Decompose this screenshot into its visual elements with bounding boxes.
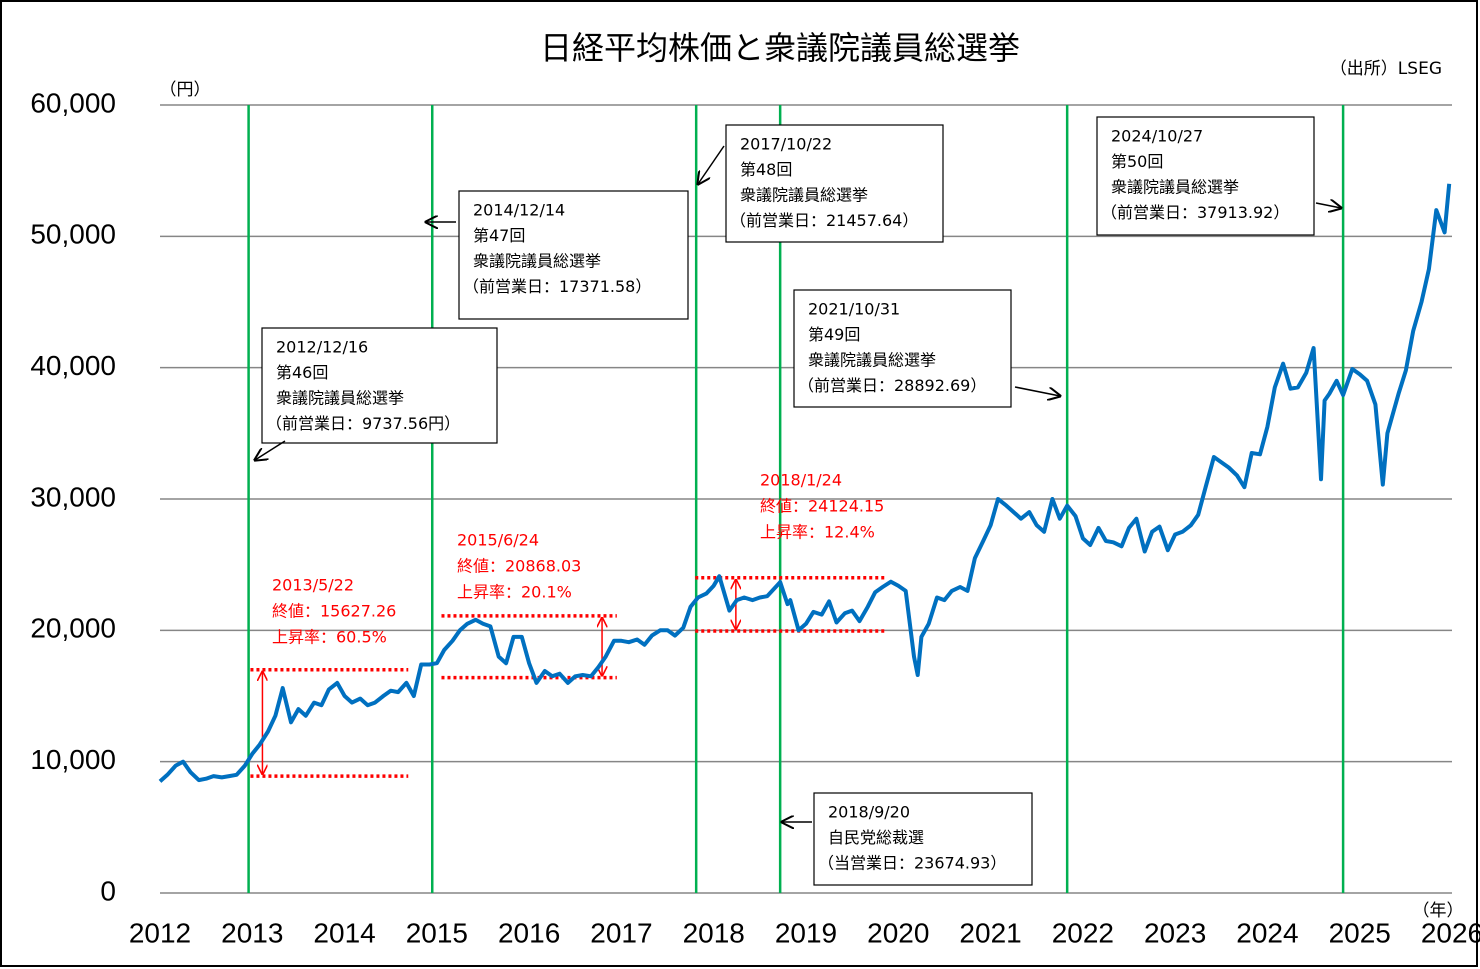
y-tick-label: 20,000 [30,613,116,644]
annotation-box [813,792,1033,886]
x-tick-label: 2016 [498,917,560,948]
x-tick-label: 2013 [221,917,283,948]
y-tick-label: 50,000 [30,219,116,250]
x-tick-label: 2025 [1329,917,1391,948]
x-tick-label: 2014 [313,917,375,948]
annotation-text: （前営業日：28892.69） [798,376,986,395]
annotation-text: 第48回 [740,160,792,179]
range-label: 2018/1/24 [760,471,842,490]
x-tick-label: 2018 [683,917,745,948]
range-label: 2015/6/24 [457,531,539,550]
annotation-text: 2024/10/27 [1111,127,1203,146]
annotation-text: 第47回 [473,226,525,245]
x-tick-label: 2026 [1421,917,1480,948]
x-tick-label: 2012 [129,917,191,948]
y-tick-label: 10,000 [30,744,116,775]
annotation-text: （当営業日：23674.93） [818,854,1006,873]
x-tick-label: 2023 [1144,917,1206,948]
x-tick-label: 2017 [590,917,652,948]
x-tick-label: 2020 [867,917,929,948]
annotation-text: 2021/10/31 [808,300,900,319]
range-label: 2013/5/22 [272,576,354,595]
range-label: 上昇率：12.4% [760,523,875,542]
range-label: 終値：24124.15 [760,497,884,516]
annotation-text: 衆議院議員総選挙 [808,351,936,370]
annotation-text: （前営業日：9737.56円） [266,414,460,433]
y-tick-label: 30,000 [30,481,116,512]
annotation-box [725,124,944,243]
x-tick-label: 2021 [959,917,1021,948]
annotation-text: 衆議院議員総選挙 [1111,178,1239,197]
annotation-text: （前営業日：37913.92） [1101,203,1289,222]
annotation-text: 2017/10/22 [740,135,832,154]
x-tick-label: 2024 [1236,917,1298,948]
annotation-text: （前営業日：21457.64） [730,211,918,230]
chart-title: 日経平均株価と衆議院議員総選挙 [540,29,1020,67]
y-tick-label: 40,000 [30,350,116,381]
annotation-box [1096,116,1315,236]
annotation-text: 2014/12/14 [473,201,565,220]
annotation-box [261,327,498,444]
annotation-text: 2012/12/16 [276,338,368,357]
series-line [158,183,1452,783]
range-label: 上昇率：60.5% [272,628,387,647]
annotation-text: 第50回 [1111,152,1163,171]
annotation-text: 衆議院議員総選挙 [473,252,601,271]
y-tick-label: 60,000 [30,87,116,118]
annotation-text: 2018/9/20 [828,803,910,822]
annotation-arrow [1315,203,1341,208]
annotation-text: （前営業日：17371.58） [463,277,651,296]
annotation-arrow [255,440,286,460]
annotation-box [458,190,689,320]
x-tick-label: 2022 [1052,917,1114,948]
x-tick-label: 2015 [406,917,468,948]
range-label: 終値：15627.26 [272,602,396,621]
annotation-box [793,289,1012,408]
y-unit: （円） [160,80,211,100]
annotation-text: 衆議院議員総選挙 [276,389,404,408]
range-label: 上昇率：20.1% [457,583,572,602]
annotation-text: 第49回 [808,325,860,344]
x-tick-label: 2019 [775,917,837,948]
x-unit: （年） [1413,901,1464,921]
range-label: 終値：20868.03 [457,557,581,576]
annotation-text: 第46回 [276,363,328,382]
annotation-text: 衆議院議員総選挙 [740,186,868,205]
annotation-arrow [1014,386,1060,396]
annotation-arrow [698,145,725,184]
y-tick-label: 0 [100,875,116,906]
annotation-text: 自民党総裁選 [828,828,924,847]
source: （出所）LSEG [1330,59,1442,79]
